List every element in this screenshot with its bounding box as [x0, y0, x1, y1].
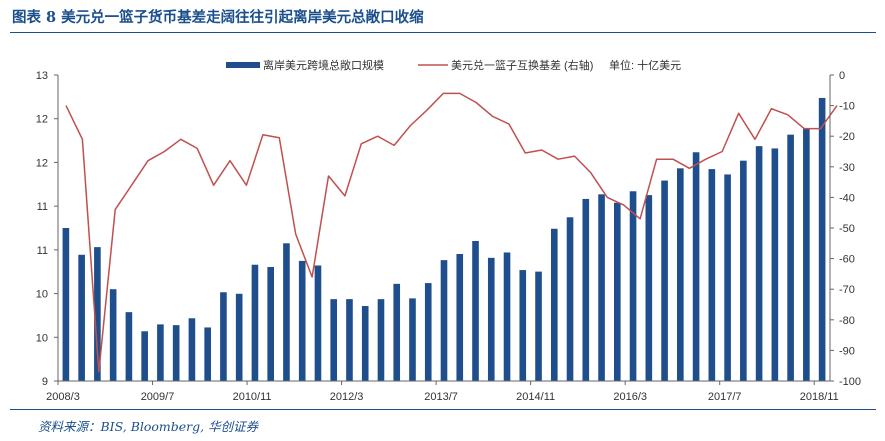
right-tick-label: -80 — [839, 315, 855, 327]
bar — [298, 260, 306, 381]
x-tick-label: 2012/3 — [330, 391, 364, 403]
x-tick-label: 2014/11 — [516, 391, 555, 403]
x-tick-label: 2008/3 — [46, 391, 80, 403]
x-tick-label: 2009/7 — [141, 391, 175, 403]
right-tick-label: -90 — [839, 345, 855, 357]
left-tick-label: 13 — [36, 70, 48, 82]
right-tick-label: -50 — [839, 223, 855, 235]
bar — [62, 228, 70, 381]
bar — [503, 252, 511, 381]
bar — [566, 217, 574, 381]
footer-divider — [10, 409, 876, 410]
bar — [94, 247, 101, 381]
bar — [535, 271, 542, 381]
source-note: 资料来源：BIS, Bloomberg, 华创证券 — [38, 419, 259, 434]
bar — [283, 243, 290, 381]
bar — [771, 148, 779, 381]
bar — [424, 283, 432, 381]
right-axis-ticks: 0 -10 -20 -30 -40 -50 -60 -70 -80 -90 -100 — [830, 70, 861, 388]
bar — [487, 257, 495, 381]
right-tick-label: -40 — [839, 192, 855, 204]
bar — [456, 254, 464, 381]
bar — [172, 325, 180, 381]
bar — [708, 169, 716, 381]
left-tick-label: 11 — [37, 201, 48, 213]
right-tick-label: -60 — [839, 254, 855, 266]
x-tick-label: 2018/11 — [800, 391, 839, 403]
bar — [267, 267, 275, 381]
bar — [677, 168, 684, 381]
right-tick-label: -100 — [839, 376, 861, 388]
bar — [724, 174, 731, 381]
bar — [314, 265, 322, 381]
x-axis-ticks: 2008/3 2009/7 2010/11 2012/3 2013/7 2014/11 20… — [46, 381, 839, 403]
bar — [361, 306, 369, 381]
bar-series — [62, 97, 826, 381]
chart-title: 图表 8 美元兑一篮子货币基差走阔往往引起离岸美元总敞口收缩 — [12, 9, 424, 26]
bar — [251, 264, 259, 381]
bar — [613, 202, 621, 381]
legend: 离岸美元跨境总敞口规模 美元兑一篮子互换基差 (右轴) 单位: 十亿美元 — [226, 58, 681, 72]
bar — [78, 254, 85, 381]
x-tick-label: 2010/11 — [233, 391, 272, 403]
unit-note: 单位: 十亿美元 — [609, 58, 681, 72]
bar — [125, 312, 133, 381]
left-axis-ticks: 9 10 10 11 11 12 12 13 — [36, 70, 58, 388]
x-tick-label: 2013/7 — [424, 391, 458, 403]
bar — [550, 228, 558, 381]
line-series — [65, 92, 838, 373]
bar — [393, 283, 401, 381]
bar — [377, 299, 385, 381]
bar — [346, 299, 353, 381]
left-tick-label: 11 — [37, 245, 48, 257]
bar — [818, 97, 826, 381]
bar — [519, 270, 527, 381]
bar — [409, 298, 416, 381]
legend-label-bar: 离岸美元跨境总敞口规模 — [263, 58, 384, 72]
right-tick-label: -70 — [839, 284, 855, 296]
bar — [109, 289, 117, 381]
bar — [803, 128, 810, 381]
bar — [188, 318, 196, 381]
bar — [141, 331, 148, 381]
bar — [740, 160, 747, 381]
left-tick-label: 12 — [36, 157, 48, 169]
bar — [755, 146, 763, 381]
bar — [692, 152, 700, 381]
bar — [235, 293, 243, 381]
right-tick-label: -20 — [839, 131, 855, 143]
left-tick-label: 10 — [36, 289, 48, 301]
left-tick-label: 9 — [42, 376, 48, 388]
right-tick-label: -30 — [839, 162, 855, 174]
legend-label-line: 美元兑一篮子互换基差 (右轴) — [451, 58, 593, 72]
bar — [472, 241, 479, 381]
bar — [330, 299, 338, 381]
bar — [598, 194, 605, 381]
x-tick-label: 2016/3 — [613, 391, 647, 403]
bar — [787, 134, 794, 381]
legend-swatch-bar — [226, 62, 260, 68]
left-tick-label: 12 — [36, 114, 48, 126]
right-tick-label: 0 — [839, 70, 845, 82]
bar — [157, 324, 164, 381]
bar — [629, 191, 637, 381]
bar — [220, 292, 227, 381]
left-tick-label: 10 — [36, 332, 48, 344]
right-tick-label: -10 — [839, 101, 855, 113]
bar — [645, 195, 653, 381]
bar — [582, 198, 590, 381]
basis-line — [65, 92, 838, 373]
bar — [661, 180, 668, 381]
bar — [204, 327, 211, 381]
x-tick-label: 2017/7 — [708, 391, 742, 403]
bar — [440, 260, 448, 381]
title-divider — [10, 32, 876, 33]
